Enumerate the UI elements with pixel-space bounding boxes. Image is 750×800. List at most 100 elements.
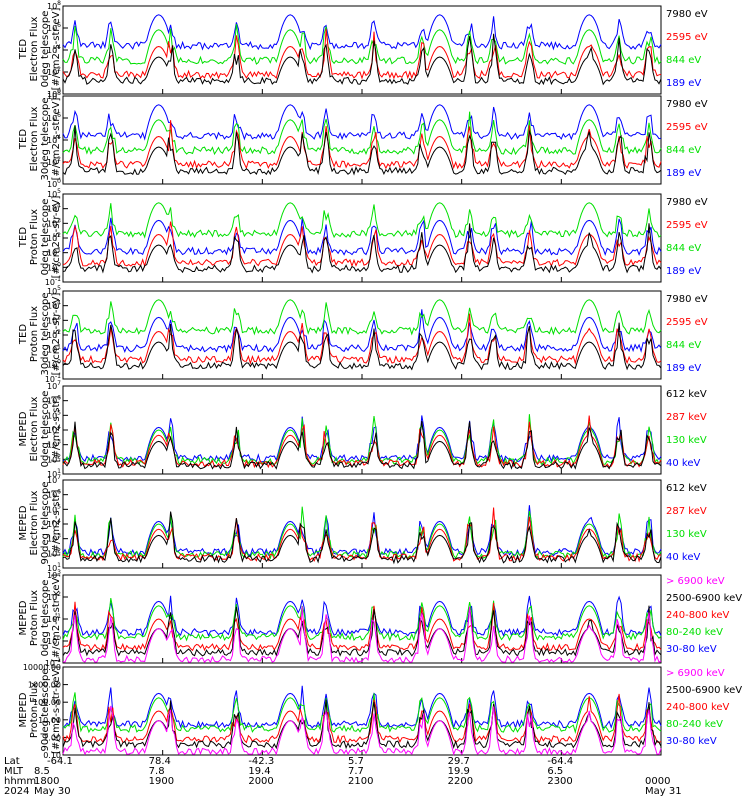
- legend-entry: 7980 eV: [666, 294, 708, 305]
- y-tick-label: 105: [47, 409, 61, 420]
- y-tick-label: 100: [47, 635, 61, 646]
- series-line-green: [62, 414, 662, 466]
- panel-plot: 101 102 103 104 105 106 107: [47, 474, 662, 573]
- plot-frame: [62, 666, 662, 756]
- y-tick-label: 10-1: [45, 373, 61, 384]
- y-tick-label: 108: [47, 0, 61, 11]
- legend-entry: 80-240 keV: [666, 719, 724, 730]
- x-tick-hhmm: 2200: [447, 776, 474, 787]
- x-tick-mlt: 7.7: [348, 766, 364, 777]
- y-tick-label: 103: [47, 217, 61, 228]
- x-tick-mlt: 7.8: [148, 766, 165, 777]
- y-tick-label: 103: [47, 314, 61, 325]
- y-tick-label: 100: [47, 358, 61, 369]
- panel-plot: 10-1 100 101 102 103 104 105: [45, 188, 662, 287]
- series-line-blue: [62, 415, 662, 464]
- y-tick-label: 10.00: [38, 716, 61, 725]
- legend-entry: 287 keV: [666, 506, 707, 517]
- legend-entry: 2595 eV: [666, 32, 708, 43]
- y-tick-label: 100: [47, 88, 61, 99]
- legend-entry: 7980 eV: [666, 9, 708, 20]
- series-line-blue: [62, 505, 662, 558]
- flux-panel: MEPED Proton Flux 90deg telescope [#/cm2-s-…: [0, 663, 750, 760]
- legend-entry: 2595 eV: [666, 122, 708, 133]
- y-tick-label: 104: [47, 518, 61, 529]
- legend-entry: 7980 eV: [666, 197, 708, 208]
- legend-entry: 30-80 keV: [666, 644, 717, 655]
- y-tick-label: 100.00: [33, 698, 61, 707]
- series-line-blue: [62, 309, 662, 354]
- x-tick-mlt: 6.5: [547, 766, 564, 777]
- legend-entry: 30-80 keV: [666, 736, 717, 747]
- series-line-magenta: [62, 705, 662, 756]
- legend-entry: > 6900 keV: [666, 576, 725, 587]
- x-tick-hhmm: 0000: [645, 776, 671, 787]
- y-tick-label: 102: [47, 329, 61, 340]
- legend-entry: 2500-6900 keV: [666, 685, 743, 696]
- legend-entry: 844 eV: [666, 55, 702, 66]
- legend-entry: 130 keV: [666, 435, 707, 446]
- series-line-blue: [62, 595, 662, 638]
- y-tick-label: 102: [47, 156, 61, 167]
- x-row-label: 2024: [4, 786, 30, 797]
- series-line-magenta: [62, 606, 662, 664]
- x-tick-lat: 29.7: [447, 756, 470, 767]
- legend-entry: 130 keV: [666, 529, 707, 540]
- y-tick-label: 0.10: [43, 751, 61, 760]
- y-tick-label: 106: [47, 489, 61, 500]
- legend-entry: 844 eV: [666, 243, 702, 254]
- legend-entry: 2595 eV: [666, 220, 708, 231]
- y-tick-label: 102: [47, 547, 61, 558]
- y-tick-label: 107: [47, 474, 61, 485]
- y-tick-label: 100: [47, 178, 61, 189]
- y-tick-label: 105: [47, 285, 61, 296]
- series-line-black: [62, 420, 662, 470]
- legend-entry: 240-800 keV: [666, 610, 730, 621]
- y-tick-label: 101: [47, 344, 61, 355]
- legend-entry: 612 keV: [666, 389, 707, 400]
- legend-entry: > 6900 keV: [666, 668, 725, 679]
- flux-panel: TED Electron Flux 0deg telescope [#/cm2-s-s…: [0, 0, 750, 99]
- legend-entry: 287 keV: [666, 412, 707, 423]
- legend-entry: 7980 eV: [666, 99, 708, 110]
- series-line-black: [62, 33, 662, 86]
- y-tick-label: 106: [47, 112, 61, 123]
- y-tick-label: 10-1: [45, 657, 61, 668]
- x-tick-date: May 31: [645, 786, 682, 797]
- series-line-red: [62, 693, 662, 745]
- y-tick-label: 105: [47, 503, 61, 514]
- y-tick-label: 102: [47, 591, 61, 602]
- legend-entry: 40 keV: [666, 458, 701, 469]
- legend-entry: 240-800 keV: [666, 702, 730, 713]
- x-row-label: Lat: [4, 756, 20, 767]
- series-line-black: [62, 511, 662, 565]
- series-line-green: [62, 506, 662, 560]
- y-tick-label: 106: [47, 395, 61, 406]
- series-line-green: [62, 24, 662, 65]
- series-line-blue: [62, 14, 662, 51]
- y-tick-label: 10-1: [45, 276, 61, 287]
- series-line-black: [62, 322, 662, 371]
- y-tick-label: 103: [47, 533, 61, 544]
- series-line-blue: [62, 104, 662, 141]
- y-tick-label: 108: [47, 90, 61, 101]
- series-line-red: [62, 601, 662, 652]
- legend-entry: 189 eV: [666, 266, 702, 277]
- series-line-green: [62, 299, 662, 336]
- y-tick-label: 107: [47, 380, 61, 391]
- x-row-label: hhmm: [4, 776, 37, 787]
- x-tick-hhmm: 2000: [248, 776, 274, 787]
- legend-entry: 844 eV: [666, 145, 702, 156]
- x-tick-mlt: 19.4: [248, 766, 271, 777]
- y-tick-label: 103: [47, 439, 61, 450]
- x-tick-lat: 78.4: [148, 756, 171, 767]
- plot-frame: [62, 193, 662, 283]
- flux-panel: TED Proton Flux 0deg telescope [#/cm2-s-str…: [0, 188, 750, 287]
- y-tick-label: 10000.00: [23, 663, 61, 672]
- y-tick-label: 106: [47, 22, 61, 33]
- panel-plot: 10-1 100 101 102 103 104 105: [45, 285, 662, 384]
- legend-entry: 612 keV: [666, 483, 707, 494]
- series-line-green: [62, 202, 662, 239]
- legend-entry: 189 eV: [666, 363, 702, 374]
